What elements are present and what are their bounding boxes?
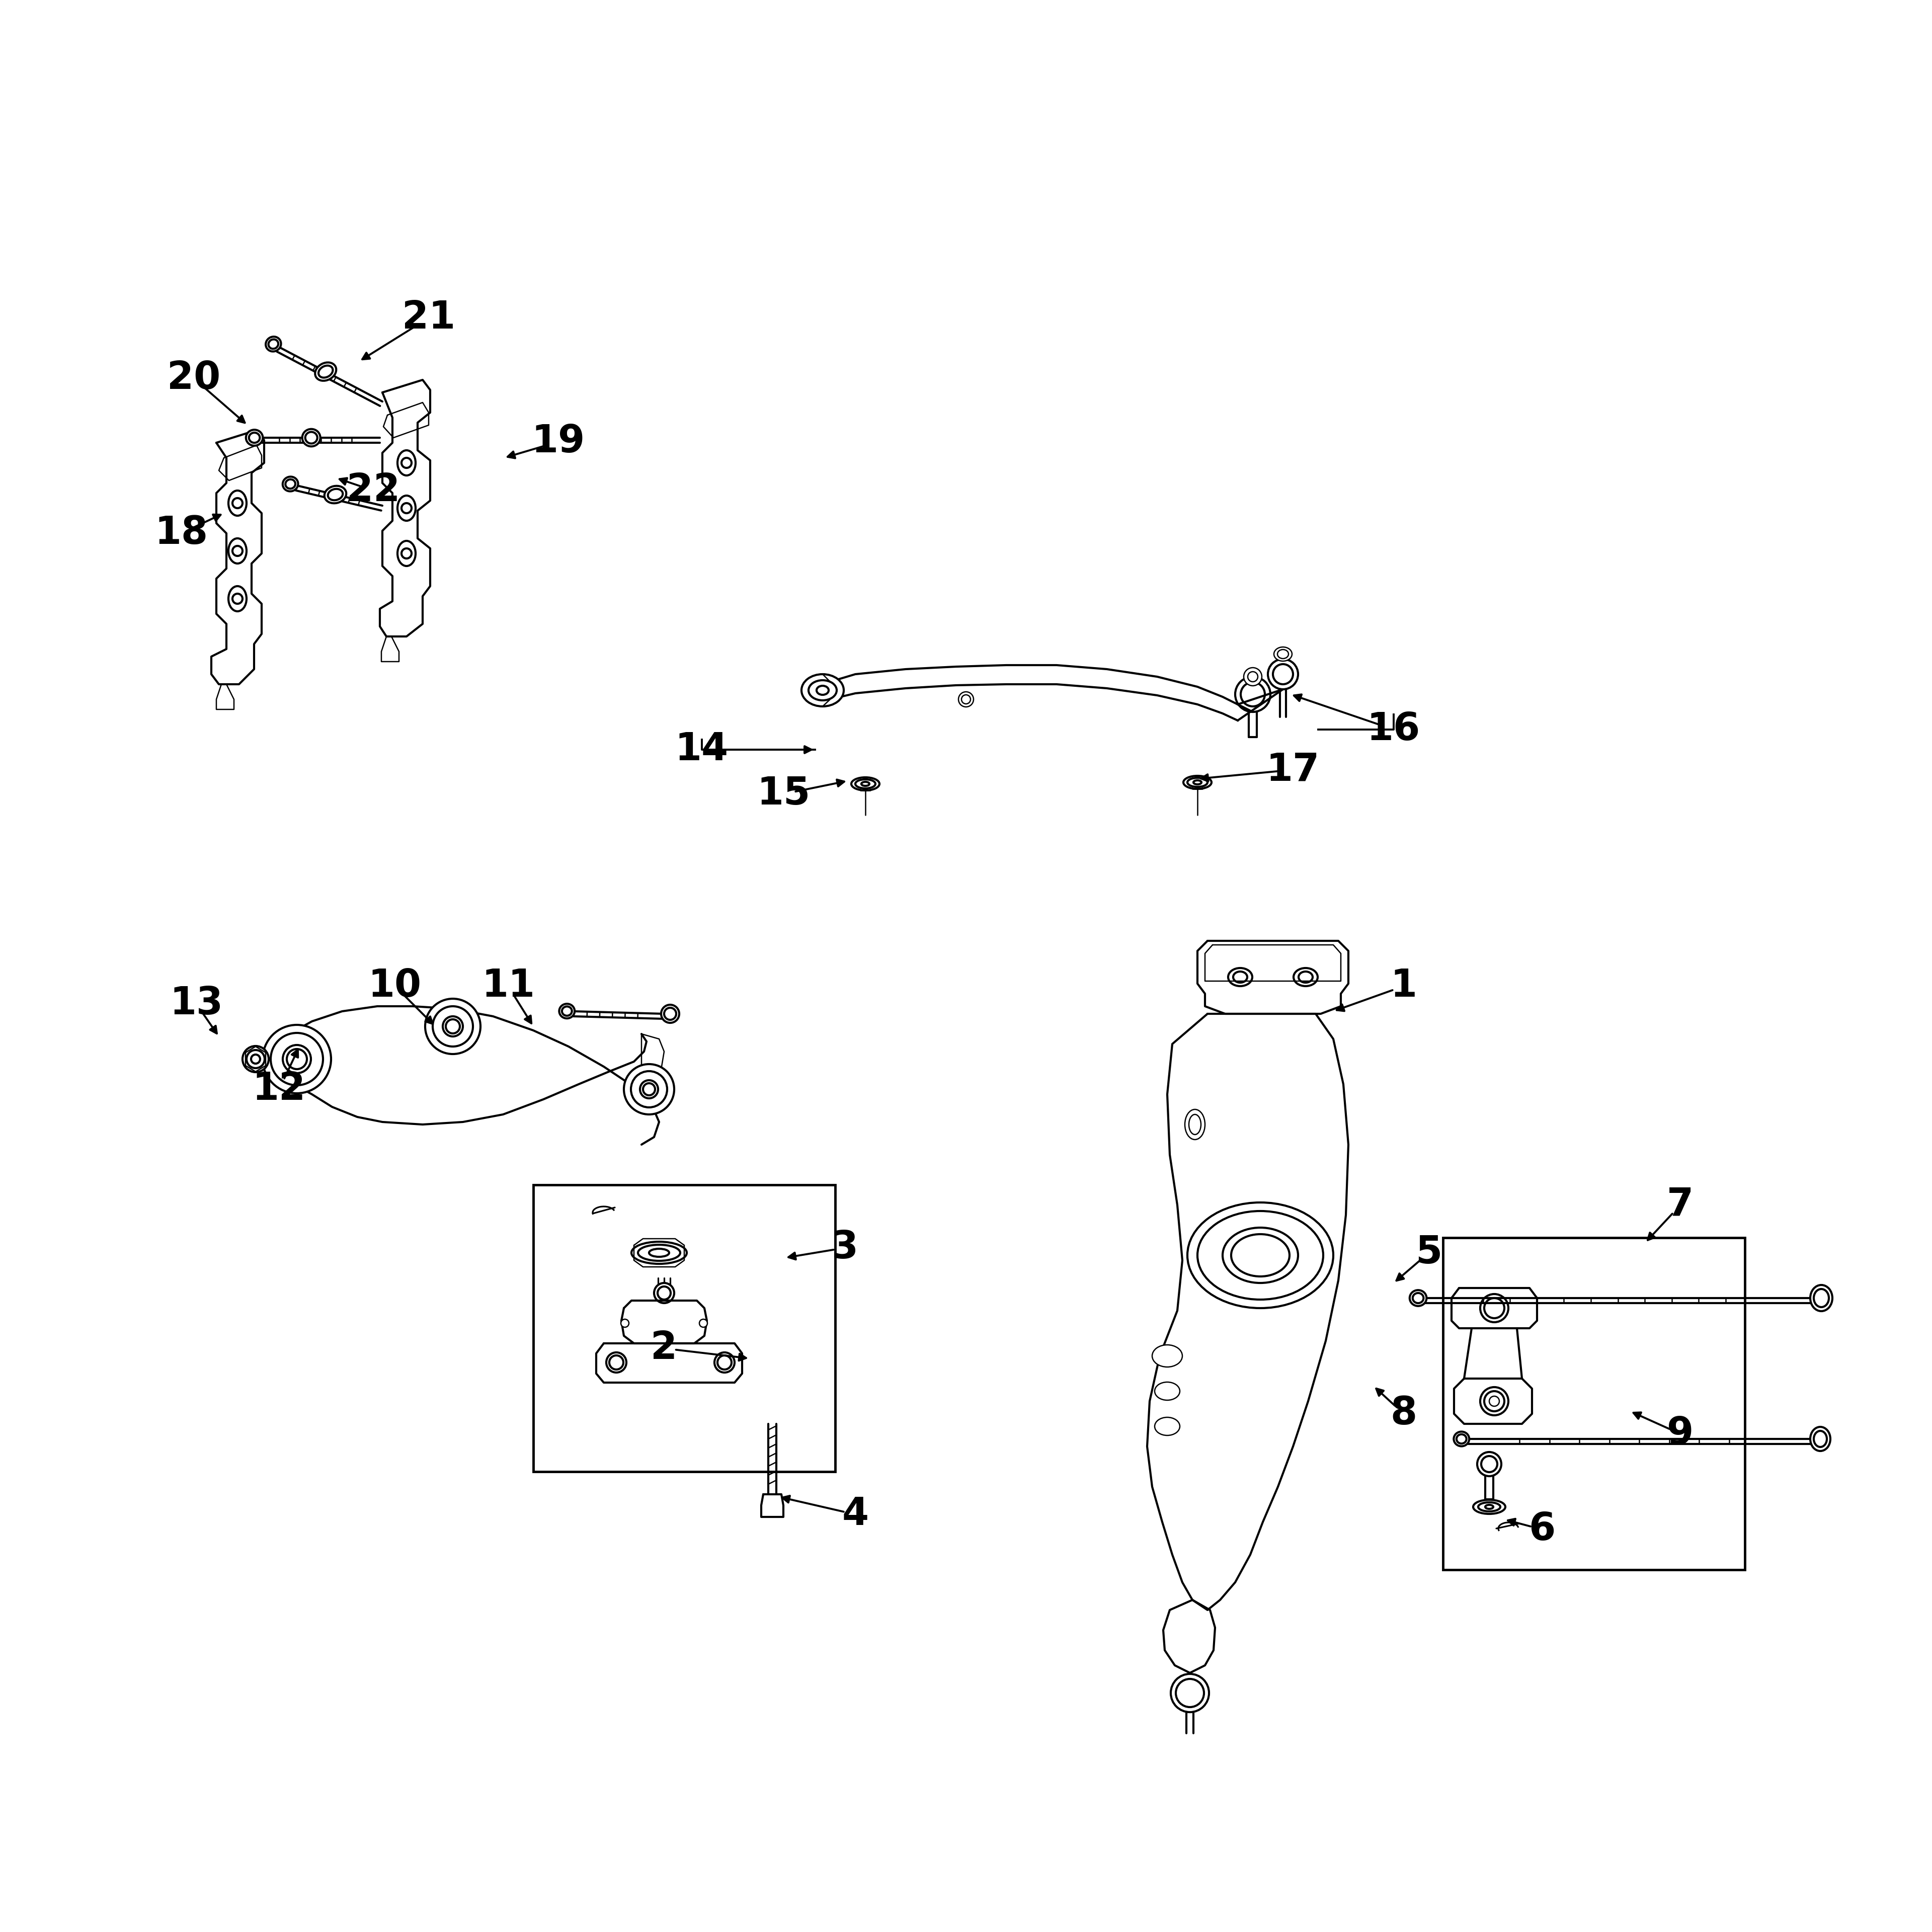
Ellipse shape bbox=[301, 429, 321, 446]
Polygon shape bbox=[622, 1300, 707, 1343]
Text: 16: 16 bbox=[1368, 711, 1420, 748]
Circle shape bbox=[639, 1080, 659, 1097]
Text: 8: 8 bbox=[1391, 1395, 1416, 1432]
Circle shape bbox=[243, 1045, 269, 1072]
Ellipse shape bbox=[632, 1242, 686, 1264]
Circle shape bbox=[1244, 668, 1262, 686]
Ellipse shape bbox=[1472, 1499, 1505, 1515]
Circle shape bbox=[1480, 1294, 1509, 1321]
Ellipse shape bbox=[398, 450, 415, 475]
Ellipse shape bbox=[245, 429, 263, 446]
Text: 14: 14 bbox=[674, 730, 728, 769]
Ellipse shape bbox=[1410, 1291, 1426, 1306]
Circle shape bbox=[263, 1024, 330, 1094]
Ellipse shape bbox=[1810, 1428, 1830, 1451]
Ellipse shape bbox=[1155, 1381, 1180, 1401]
Text: 7: 7 bbox=[1667, 1186, 1694, 1223]
Circle shape bbox=[624, 1065, 674, 1115]
Ellipse shape bbox=[282, 477, 298, 491]
Text: 3: 3 bbox=[833, 1229, 858, 1265]
Ellipse shape bbox=[1188, 1202, 1333, 1308]
Ellipse shape bbox=[852, 777, 879, 790]
Ellipse shape bbox=[1294, 968, 1318, 985]
Circle shape bbox=[620, 1320, 630, 1327]
Ellipse shape bbox=[1151, 1345, 1182, 1368]
Text: 20: 20 bbox=[166, 359, 220, 396]
Bar bbox=[1443, 1238, 1745, 1569]
Text: 10: 10 bbox=[369, 968, 421, 1005]
Ellipse shape bbox=[802, 674, 844, 707]
Ellipse shape bbox=[1155, 1418, 1180, 1435]
Circle shape bbox=[425, 999, 481, 1055]
Text: 21: 21 bbox=[402, 299, 456, 336]
Text: 4: 4 bbox=[842, 1495, 869, 1532]
Polygon shape bbox=[1148, 1014, 1349, 1609]
Circle shape bbox=[661, 1005, 680, 1022]
Ellipse shape bbox=[1223, 1227, 1298, 1283]
Ellipse shape bbox=[228, 585, 247, 611]
Polygon shape bbox=[383, 402, 429, 439]
Circle shape bbox=[1478, 1453, 1501, 1476]
Polygon shape bbox=[218, 444, 261, 481]
Circle shape bbox=[958, 692, 974, 707]
Ellipse shape bbox=[398, 497, 415, 522]
Circle shape bbox=[1480, 1387, 1509, 1416]
Polygon shape bbox=[1451, 1289, 1538, 1329]
Ellipse shape bbox=[1182, 777, 1211, 788]
Text: 9: 9 bbox=[1667, 1416, 1694, 1453]
Text: 13: 13 bbox=[170, 985, 222, 1022]
Text: 15: 15 bbox=[757, 775, 811, 813]
Text: 11: 11 bbox=[481, 968, 535, 1005]
Ellipse shape bbox=[315, 363, 336, 381]
Polygon shape bbox=[381, 381, 431, 636]
Ellipse shape bbox=[1229, 968, 1252, 985]
Polygon shape bbox=[1163, 1600, 1215, 1673]
Text: 5: 5 bbox=[1416, 1235, 1443, 1271]
Circle shape bbox=[699, 1320, 707, 1327]
Text: 19: 19 bbox=[531, 423, 585, 460]
Ellipse shape bbox=[228, 539, 247, 564]
Polygon shape bbox=[1198, 941, 1349, 1014]
Text: 6: 6 bbox=[1528, 1511, 1555, 1548]
Polygon shape bbox=[641, 1034, 665, 1084]
Polygon shape bbox=[1206, 945, 1341, 981]
Ellipse shape bbox=[558, 1005, 574, 1018]
Ellipse shape bbox=[325, 485, 346, 502]
Polygon shape bbox=[211, 431, 265, 684]
Circle shape bbox=[655, 1283, 674, 1302]
Circle shape bbox=[607, 1352, 626, 1372]
Polygon shape bbox=[1455, 1379, 1532, 1424]
Circle shape bbox=[282, 1045, 311, 1072]
Ellipse shape bbox=[1810, 1285, 1832, 1312]
Text: 2: 2 bbox=[651, 1329, 678, 1368]
Text: 22: 22 bbox=[346, 471, 400, 510]
Ellipse shape bbox=[1453, 1432, 1468, 1447]
Circle shape bbox=[1267, 659, 1298, 690]
Bar bbox=[533, 1184, 835, 1472]
Circle shape bbox=[1490, 1397, 1499, 1406]
Ellipse shape bbox=[267, 336, 280, 352]
Ellipse shape bbox=[1184, 1109, 1206, 1140]
Text: 18: 18 bbox=[155, 514, 209, 553]
Ellipse shape bbox=[398, 541, 415, 566]
Text: 17: 17 bbox=[1265, 752, 1320, 788]
Circle shape bbox=[1171, 1673, 1209, 1712]
Circle shape bbox=[442, 1016, 464, 1036]
Polygon shape bbox=[634, 1238, 684, 1267]
Polygon shape bbox=[216, 684, 234, 709]
Text: 12: 12 bbox=[253, 1070, 305, 1107]
Ellipse shape bbox=[228, 491, 247, 516]
Text: 1: 1 bbox=[1391, 968, 1416, 1005]
Circle shape bbox=[715, 1352, 734, 1372]
Polygon shape bbox=[381, 636, 400, 661]
Polygon shape bbox=[597, 1343, 742, 1383]
Ellipse shape bbox=[1273, 647, 1293, 661]
Polygon shape bbox=[761, 1493, 782, 1517]
Polygon shape bbox=[245, 1047, 267, 1072]
Circle shape bbox=[1235, 676, 1271, 711]
